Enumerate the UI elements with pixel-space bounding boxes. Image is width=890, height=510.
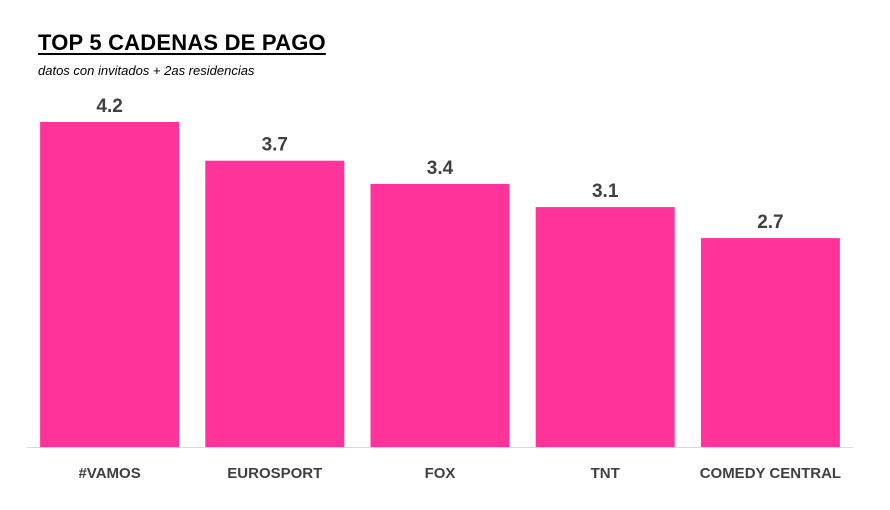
chart-subtitle: datos con invitados + 2as residencias: [38, 63, 255, 78]
value-labels-layer: 4.2 3.7 3.4 3.1 2.7: [96, 96, 783, 233]
data-label: 3.4: [427, 158, 454, 179]
bar: [535, 207, 675, 447]
data-label: 2.7: [757, 212, 783, 233]
data-label: 3.7: [262, 135, 288, 156]
x-tick-label: EUROSPORT: [227, 465, 322, 482]
x-tick-label: FOX: [425, 465, 456, 482]
bar: [40, 122, 180, 447]
bars-layer: [40, 122, 840, 447]
x-tick-labels-layer: #VAMOS EUROSPORT FOX TNT COMEDY CENTRAL: [78, 465, 841, 482]
bar: [370, 183, 510, 447]
chart-title: TOP 5 CADENAS DE PAGO: [38, 30, 326, 55]
data-label: 4.2: [96, 96, 122, 117]
bar: [700, 238, 840, 447]
data-label: 3.1: [592, 181, 619, 202]
x-tick-label: TNT: [591, 465, 620, 482]
x-tick-label: COMEDY CENTRAL: [700, 465, 841, 482]
bar: [205, 160, 345, 447]
x-tick-label: #VAMOS: [78, 465, 140, 482]
